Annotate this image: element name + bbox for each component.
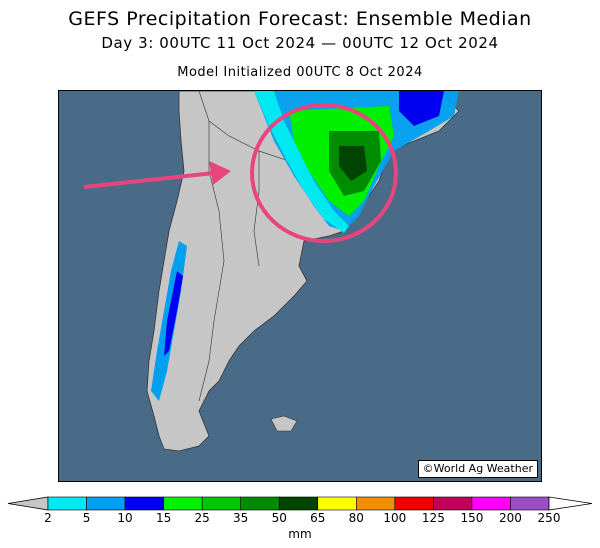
legend-swatch [510, 496, 550, 511]
legend-unit: mm [288, 527, 312, 541]
legend-swatch [356, 496, 396, 511]
legend-tick-label: 125 [421, 511, 445, 525]
legend-swatch [278, 496, 319, 511]
legend-tick-label: 2 [44, 511, 52, 525]
map-panel: ©World Ag Weather [58, 90, 542, 482]
legend-tick-label: 25 [194, 511, 210, 525]
precip-zone-cyan [254, 91, 349, 233]
map-subtitle: Day 3: 00UTC 11 Oct 2024 — 00UTC 12 Oct … [101, 34, 499, 52]
legend-tick-label: 250 [537, 511, 561, 525]
highlight-arrow-head [209, 161, 231, 185]
legend-swatch [163, 496, 203, 511]
legend-tick-label: 150 [460, 511, 484, 525]
precip-zone-andes-inner [164, 271, 183, 356]
legend-swatch [124, 496, 164, 511]
falkland-islands [270, 415, 298, 432]
legend-swatch [47, 496, 87, 511]
legend-swatch [86, 496, 126, 511]
precip-zone-navy [399, 91, 444, 126]
legend-tick-label: 80 [348, 511, 364, 525]
legend-tick-label: 35 [233, 511, 249, 525]
legend-swatch [317, 496, 357, 511]
model-init-label: Model Initialized 00UTC 8 Oct 2024 [177, 65, 423, 80]
legend-swatch [394, 496, 434, 511]
color-legend: 2 5 10 15 25 35 50 65 80 100 125 150 200 250 mm [0, 494, 600, 548]
map-canvas [83, 91, 460, 452]
highlight-circle [250, 103, 398, 243]
legend-tick-label: 15 [155, 511, 172, 525]
legend-swatch [471, 496, 511, 511]
legend-tick-label: 10 [117, 511, 133, 525]
legend-swatch [201, 496, 241, 511]
legend-tick-label: 65 [310, 511, 326, 525]
map-title: GEFS Precipitation Forecast: Ensemble Me… [68, 8, 532, 30]
legend-swatch [240, 496, 280, 511]
legend-tick-label: 200 [499, 511, 522, 525]
legend-swatch [433, 496, 473, 511]
legend-tick-label: 5 [82, 511, 91, 525]
precip-zone-darkest [339, 146, 367, 181]
legend-tick-label: 100 [383, 511, 407, 525]
credit-label: ©World Ag Weather [417, 460, 538, 478]
highlight-arrow [83, 171, 215, 189]
legend-low-arrow [7, 496, 49, 511]
legend-tick-label: 50 [271, 511, 287, 525]
legend-colorbar [7, 496, 593, 511]
legend-high-arrow [548, 496, 593, 511]
